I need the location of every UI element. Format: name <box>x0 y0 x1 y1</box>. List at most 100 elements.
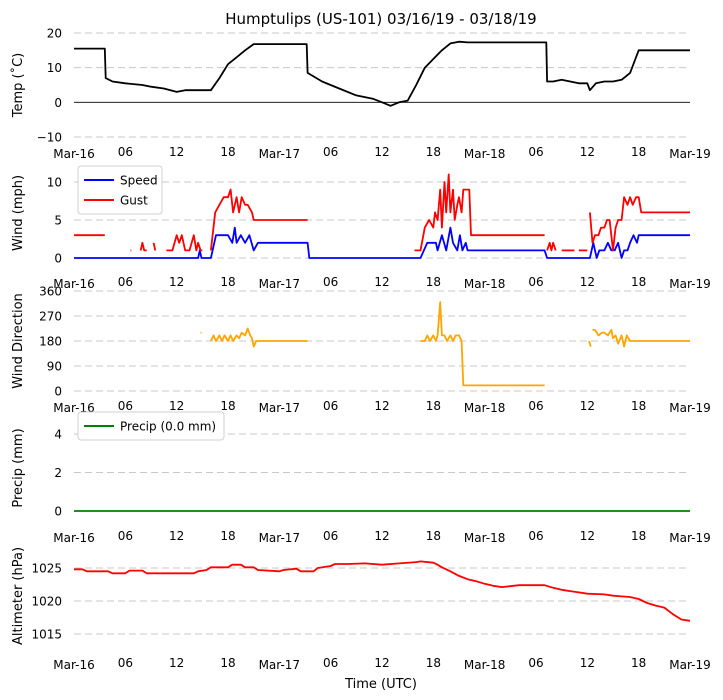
wind-x-tick-label: Mar-17 <box>259 277 300 291</box>
temp-x-tick-label: Mar-16 <box>53 147 94 161</box>
wdir-x-tick-label: 18 <box>631 399 646 413</box>
wind-x-tick-label: 12 <box>169 275 184 289</box>
wind-x-tick-label: Mar-19 <box>669 277 710 291</box>
wind-line-segment <box>210 188 308 251</box>
wind-x-tick-label: 18 <box>631 275 646 289</box>
precip-legend-label: Precip (0.0 mm) <box>120 420 216 434</box>
wind-series-speed <box>74 226 690 259</box>
precip-x-tick-label: 18 <box>631 529 646 543</box>
wind-legend-label: Speed <box>120 174 158 188</box>
precip-y-tick-label: 2 <box>54 466 62 480</box>
panel-precip: Precip (mm) 0 2 4 Mar-16 06 12 18 Mar-17 06 12 18 Ma… <box>11 411 711 545</box>
precip-legend-box <box>77 411 225 441</box>
temp-y-tick-label: 20 <box>47 27 62 41</box>
wdir-x-tick-label: Mar-18 <box>464 401 505 415</box>
temp-y-tick-label: −10 <box>37 131 62 145</box>
wdir-x-tick-label: 06 <box>118 399 133 413</box>
wind-series-gust <box>74 173 690 252</box>
temp-x-tick-label: 12 <box>374 145 389 159</box>
temp-x-tick-label: 18 <box>426 145 441 159</box>
wdir-y-tick-label: 180 <box>39 335 62 349</box>
wdir-x-tick-label: 12 <box>169 399 184 413</box>
wind-line-segment <box>139 241 147 252</box>
temp-series-temp <box>74 40 690 107</box>
altimeter-x-tick-label: Mar-19 <box>669 658 710 672</box>
wind-x-tick-label: 18 <box>220 275 235 289</box>
wdir-x-tick-label: Mar-19 <box>669 401 710 415</box>
wind-x-tick-label: 12 <box>580 275 595 289</box>
altimeter-y-tick-label: 1025 <box>31 562 62 576</box>
wdir-line-segment <box>592 329 690 348</box>
wdir-x-tick-label: 06 <box>528 399 543 413</box>
altimeter-x-tick-label: 12 <box>374 656 389 670</box>
precip-x-tick-label: 12 <box>374 529 389 543</box>
altimeter-x-tick-label: Mar-18 <box>464 658 505 672</box>
wind-y-tick-label: 10 <box>47 176 62 190</box>
wdir-y-tick-label: 90 <box>47 360 62 374</box>
temp-x-tick-label: 18 <box>220 145 235 159</box>
altimeter-x-tick-label: Mar-16 <box>53 658 94 672</box>
temp-x-tick-label: 06 <box>528 145 543 159</box>
wdir-x-tick-label: Mar-17 <box>259 401 300 415</box>
precip-y-axis-label: Precip (mm) <box>11 428 26 507</box>
wind-line-segment <box>152 242 157 251</box>
wdir-x-tick-label: 12 <box>374 399 389 413</box>
wind-y-tick-label: 5 <box>54 214 62 228</box>
panel-wind: Wind (mph) 0 5 10 Mar-16 06 12 18 Mar-17 06 12 18 Ma… <box>11 165 711 291</box>
wind-y-tick-label: 0 <box>54 252 62 266</box>
altimeter-line-segment <box>74 560 691 622</box>
temp-x-tick-label: 06 <box>118 145 133 159</box>
temp-x-tick-label: Mar-19 <box>669 147 710 161</box>
temp-line-segment <box>74 40 690 107</box>
wind-line-segment <box>546 241 557 252</box>
altimeter-y-tick-label: 1015 <box>31 628 62 642</box>
temp-x-tick-label: Mar-18 <box>464 147 505 161</box>
panel-temp: Temp (˚C) −10 0 10 20 Mar-16 06 12 18 Mar-17 06 12 1… <box>10 27 711 162</box>
wind-x-tick-label: 06 <box>118 275 133 289</box>
altimeter-x-tick-label: 18 <box>631 656 646 670</box>
altimeter-x-tick-label: 18 <box>220 656 235 670</box>
temp-y-tick-label: 0 <box>54 96 62 110</box>
wdir-line-segment <box>588 340 592 347</box>
altimeter-x-tick-label: 06 <box>323 656 338 670</box>
wdir-x-tick-label: 06 <box>323 399 338 413</box>
wind-x-tick-label: Mar-16 <box>53 277 94 291</box>
precip-legend: Precip (0.0 mm) <box>77 411 225 441</box>
temp-y-axis-label: Temp (˚C) <box>10 53 26 119</box>
precip-x-tick-label: Mar-19 <box>669 531 710 545</box>
wind-line-segment <box>414 173 545 252</box>
altimeter-x-tick-label: 06 <box>118 656 133 670</box>
precip-y-tick-label: 4 <box>54 428 62 442</box>
precip-x-tick-label: 06 <box>323 529 338 543</box>
temp-x-tick-label: 12 <box>169 145 184 159</box>
wdir-series-wind-direction <box>200 301 690 387</box>
wdir-line-segment <box>210 327 308 348</box>
wind-line-segment <box>74 226 690 259</box>
wdir-y-tick-label: 360 <box>39 285 62 299</box>
altimeter-x-tick-label: 06 <box>528 656 543 670</box>
panel-altimeter: Altimeter (hPa) 1015 1020 1025 Mar-16 06 12 18 M… <box>11 547 711 672</box>
wdir-x-tick-label: 18 <box>220 399 235 413</box>
temp-y-tick-label: 10 <box>47 61 62 75</box>
precip-x-tick-label: 12 <box>169 529 184 543</box>
wdir-x-tick-label: 18 <box>426 399 441 413</box>
temp-x-tick-label: Mar-17 <box>259 147 300 161</box>
wind-line-segment <box>166 234 203 252</box>
wdir-y-tick-label: 270 <box>39 310 62 324</box>
wdir-line-segment <box>420 301 545 387</box>
wind-y-axis-label: Wind (mph) <box>11 175 26 251</box>
altimeter-x-tick-label: Mar-17 <box>259 658 300 672</box>
wind-x-tick-label: 18 <box>426 275 441 289</box>
precip-x-tick-label: Mar-18 <box>464 531 505 545</box>
precip-x-tick-label: 06 <box>528 529 543 543</box>
wdir-y-tick-label: 0 <box>54 385 62 399</box>
wind-x-tick-label: 12 <box>374 275 389 289</box>
wind-x-tick-label: 06 <box>528 275 543 289</box>
precip-x-tick-label: 06 <box>118 529 133 543</box>
precip-x-tick-label: Mar-17 <box>259 531 300 545</box>
temp-x-tick-label: 18 <box>631 145 646 159</box>
wind-legend-label: Gust <box>120 194 148 208</box>
temp-x-tick-label: 12 <box>580 145 595 159</box>
